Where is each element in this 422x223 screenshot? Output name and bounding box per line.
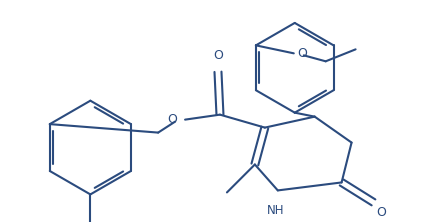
Text: NH: NH bbox=[267, 204, 284, 217]
Text: O: O bbox=[376, 206, 387, 219]
Text: O: O bbox=[297, 47, 307, 60]
Text: O: O bbox=[213, 49, 223, 62]
Text: O: O bbox=[167, 113, 177, 126]
